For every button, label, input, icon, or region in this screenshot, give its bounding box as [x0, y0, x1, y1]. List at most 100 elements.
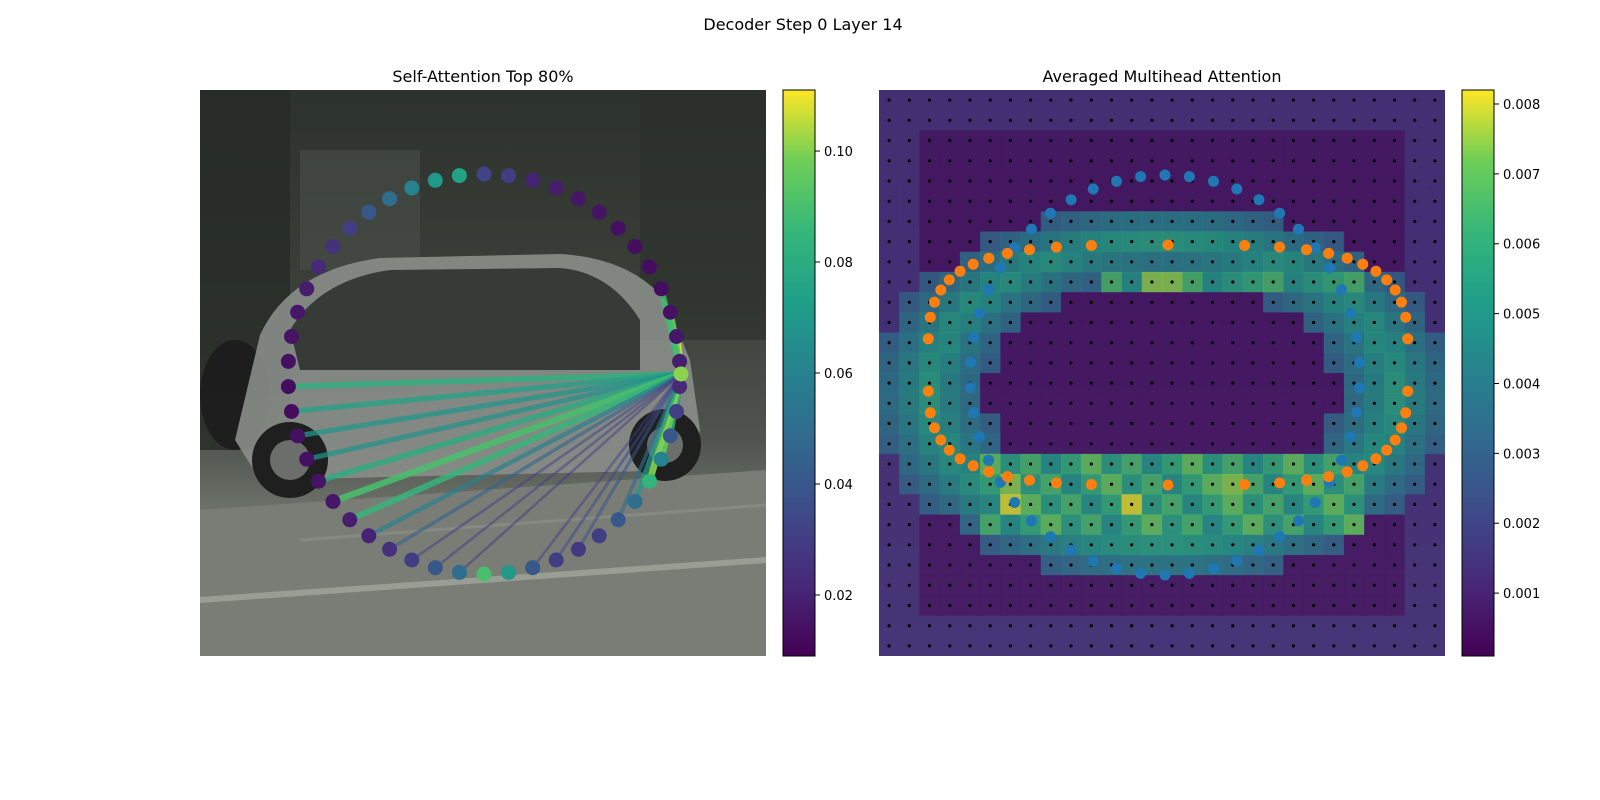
grid-dot — [1332, 341, 1336, 345]
polygon-point — [591, 528, 607, 544]
grid-dot — [1433, 98, 1437, 102]
blue-point — [1208, 175, 1219, 187]
colorbar-tick-label: 0.08 — [824, 256, 853, 271]
grid-dot — [887, 240, 891, 244]
grid-dot — [1392, 603, 1397, 608]
colorbar-tick-label: 0.06 — [824, 367, 853, 382]
grid-dot — [1170, 442, 1174, 446]
grid-dot — [1392, 502, 1397, 506]
grid-dot — [1069, 563, 1073, 567]
grid-dot — [1332, 280, 1336, 284]
blue-point — [964, 382, 976, 394]
orange-point — [935, 284, 947, 296]
grid-dot — [1271, 280, 1275, 284]
grid-dot — [1210, 300, 1215, 304]
grid-dot — [1291, 543, 1295, 547]
grid-dot — [1352, 320, 1356, 325]
grid-dot — [988, 603, 992, 608]
grid-dot — [1089, 280, 1093, 284]
right-series-blue-points — [964, 169, 1366, 581]
grid-dot — [1352, 583, 1356, 587]
grid-dot — [1413, 482, 1417, 486]
grid-dot — [1190, 442, 1194, 446]
grid-dot — [1008, 260, 1013, 264]
grid-dot — [1392, 462, 1397, 466]
grid-dot — [1069, 280, 1073, 284]
grid-dot — [1231, 482, 1235, 486]
grid-dot — [1413, 624, 1417, 628]
grid-dot — [1089, 341, 1093, 345]
grid-dot — [1271, 462, 1275, 466]
grid-dot — [927, 260, 932, 264]
grid-dot — [1170, 462, 1174, 466]
grid-dot — [1029, 502, 1033, 506]
grid-dot — [1049, 240, 1053, 244]
grid-dot — [1251, 118, 1255, 122]
grid-dot — [1413, 523, 1417, 527]
grid-dot — [1271, 118, 1275, 122]
grid-dot — [1109, 300, 1114, 304]
grid-dot — [1069, 219, 1073, 223]
grid-dot — [1089, 179, 1093, 183]
grid-dot — [1069, 159, 1073, 163]
grid-dot — [1130, 280, 1134, 284]
grid-dot — [907, 523, 911, 527]
grid-dot — [968, 280, 972, 284]
grid-dot — [1271, 98, 1275, 102]
grid-dot — [1433, 118, 1437, 122]
grid-dot — [1008, 179, 1013, 183]
grid-dot — [1271, 644, 1275, 648]
grid-dot — [1251, 583, 1255, 587]
grid-dot — [887, 98, 891, 102]
grid-dot — [1029, 543, 1033, 547]
grid-dot — [1089, 219, 1093, 223]
grid-dot — [1190, 300, 1194, 304]
grid-dot — [968, 179, 972, 183]
blue-point — [1274, 531, 1286, 543]
grid-dot — [1271, 138, 1275, 143]
blue-point — [1324, 262, 1336, 274]
grid-dot — [1069, 98, 1073, 102]
grid-dot — [907, 442, 911, 446]
grid-dot — [1352, 523, 1356, 527]
grid-dot — [1392, 118, 1397, 122]
grid-dot — [1049, 401, 1053, 405]
grid-dot — [948, 341, 952, 345]
grid-dot — [1210, 98, 1215, 102]
grid-dot — [907, 361, 911, 365]
orange-point — [1239, 479, 1251, 490]
grid-dot — [1413, 603, 1417, 608]
figure-suptitle: Decoder Step 0 Layer 14 — [703, 15, 902, 34]
grid-dot — [887, 603, 891, 608]
grid-dot — [968, 401, 972, 405]
grid-dot — [1049, 563, 1053, 567]
grid-dot — [1130, 644, 1134, 648]
grid-dot — [1170, 280, 1174, 284]
orange-point — [1357, 258, 1369, 270]
grid-dot — [1352, 199, 1356, 203]
grid-dot — [907, 462, 911, 466]
grid-dot — [1352, 563, 1356, 567]
grid-dot — [1231, 159, 1235, 163]
grid-dot — [1312, 260, 1316, 264]
orange-point — [924, 311, 936, 323]
grid-dot — [1089, 462, 1093, 466]
grid-dot — [1049, 138, 1053, 143]
right-colorbar-ticks: 0.001 0.002 0.003 0.004 0.005 0.006 0.007 0.008 — [1494, 98, 1540, 602]
grid-dot — [1049, 361, 1053, 365]
grid-dot — [1049, 320, 1053, 325]
grid-dot — [1271, 381, 1275, 385]
grid-dot — [1231, 603, 1235, 608]
grid-dot — [1352, 300, 1356, 304]
grid-dot — [1150, 280, 1154, 284]
grid-dot — [1312, 644, 1316, 648]
grid-dot — [1372, 300, 1376, 304]
grid-dot — [1312, 462, 1316, 466]
polygon-point — [548, 180, 564, 196]
blue-point — [974, 431, 985, 443]
grid-dot — [968, 300, 972, 304]
grid-dot — [1413, 401, 1417, 405]
grid-dot — [1089, 199, 1093, 203]
grid-dot — [907, 482, 911, 486]
grid-dot — [1109, 118, 1114, 122]
